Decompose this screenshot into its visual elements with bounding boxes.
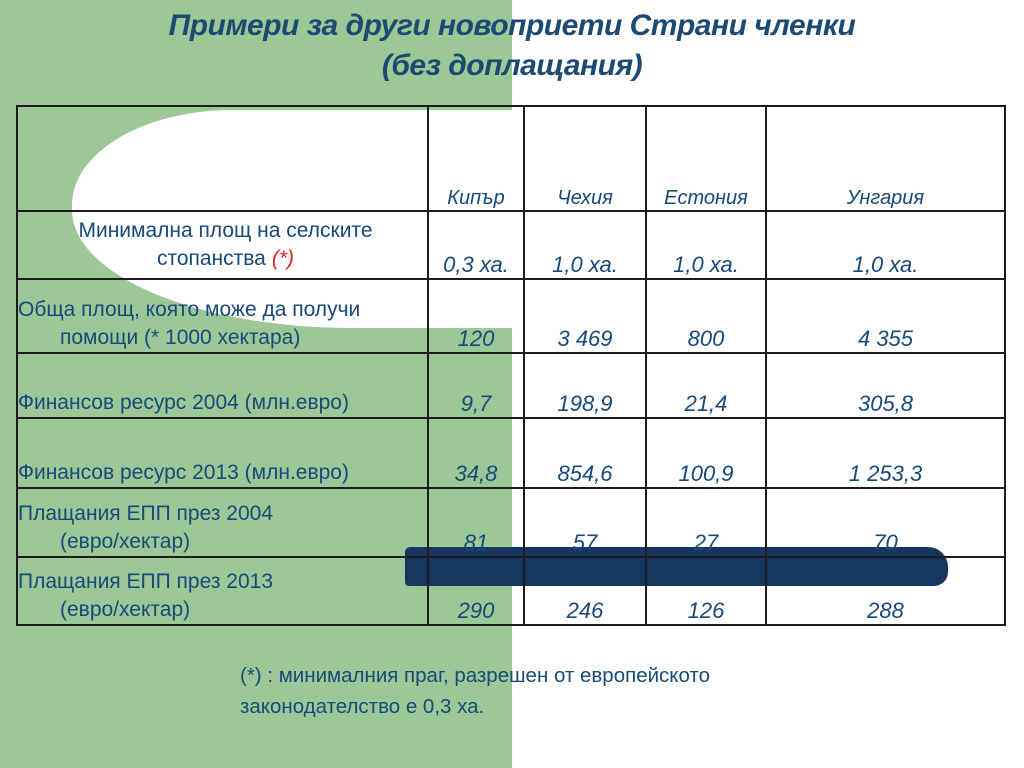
data-table: Кипър Чехия Естония Унгария Минимална пл…: [16, 105, 1006, 626]
footnote-line-1: (*) : минималния праг, разрешен от европ…: [240, 664, 711, 687]
row-label-payments-2004: Плащания ЕПП през 2004 (евро/хектар): [16, 487, 429, 558]
cell-value: 9,7: [427, 352, 525, 419]
table-row: Плащания ЕПП през 2004 (евро/хектар) 81 …: [16, 487, 1006, 558]
cell-value: 0,3 ха.: [427, 210, 525, 280]
cell-value-highlight-cyan: 126: [645, 556, 767, 626]
table-row-highlighted: Плащания ЕПП през 2013 (евро/хектар) 290…: [16, 556, 1006, 626]
cell-value: 27: [645, 487, 767, 558]
corner-cell: [16, 105, 429, 212]
cell-value: 1,0 ха.: [523, 210, 647, 280]
cell-value: 70: [765, 487, 1006, 558]
footnote-line-2: законодателство е 0,3 ха.: [240, 695, 485, 718]
cell-value: 3 469: [523, 278, 647, 354]
cell-value-highlight-yellow: 288: [765, 556, 1006, 626]
cell-value: 305,8: [765, 352, 1006, 419]
cell-value: 34,8: [427, 417, 525, 489]
cell-value: 1,0 ха.: [765, 210, 1006, 280]
column-header-estonia: Естония: [645, 105, 767, 212]
column-header-cyprus: Кипър: [427, 105, 525, 212]
table-row: Обща площ, която може да получи помощи (…: [16, 278, 1006, 354]
slide-title-line-2: (без доплащания): [381, 49, 643, 82]
row-label-finance-2004: Финансов ресурс 2004 (млн.евро): [16, 352, 429, 419]
cell-value: 21,4: [645, 352, 767, 419]
table-row: Минимална площ на селските стопанства (*)…: [16, 210, 1006, 280]
cell-value: 100,9: [645, 417, 767, 489]
cell-value: 120: [427, 278, 525, 354]
row-label-total-area: Обща площ, която може да получи помощи (…: [16, 278, 429, 354]
slide-title-line-1: Примери за други новоприети Страни членк…: [168, 9, 856, 42]
cell-value: 57: [523, 487, 647, 558]
cell-value: 800: [645, 278, 767, 354]
cell-value: 1,0 ха.: [645, 210, 767, 280]
table-row: Финансов ресурс 2013 (млн.евро) 34,8 854…: [16, 417, 1006, 489]
cell-value: 198,9: [523, 352, 647, 419]
red-footnote-mark: (*): [271, 247, 295, 270]
slide-title: Примери за други новоприети Страни членк…: [0, 6, 1024, 86]
cell-value: 1 253,3: [765, 417, 1006, 489]
cell-value: 81: [427, 487, 525, 558]
footnote: (*) : минималния праг, разрешен от европ…: [240, 660, 800, 722]
cell-value: 4 355: [765, 278, 1006, 354]
cell-value-highlight-yellow: 246: [523, 556, 647, 626]
row-label-payments-2013: Плащания ЕПП през 2013 (евро/хектар): [16, 556, 429, 626]
cell-value-highlight-yellow: 290: [427, 556, 525, 626]
cell-value: 854,6: [523, 417, 647, 489]
table-row: Финансов ресурс 2004 (млн.евро) 9,7 198,…: [16, 352, 1006, 419]
column-header-hungary: Унгария: [765, 105, 1006, 212]
row-label-finance-2013: Финансов ресурс 2013 (млн.евро): [16, 417, 429, 489]
row-label-min-area: Минимална площ на селските стопанства (*): [16, 210, 429, 280]
column-header-czech: Чехия: [523, 105, 647, 212]
table-header-row: Кипър Чехия Естония Унгария: [16, 105, 1006, 212]
